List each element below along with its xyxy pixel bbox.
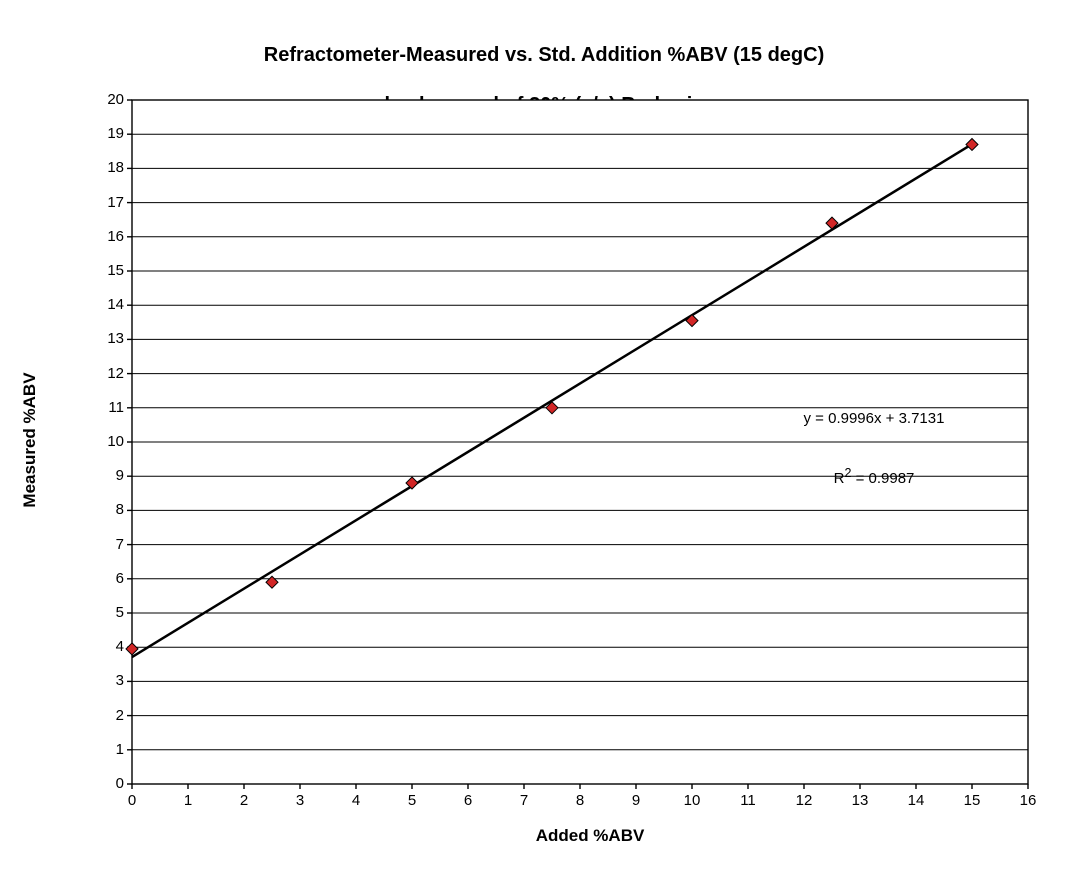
y-tick-label: 19 xyxy=(96,125,124,142)
x-tick-label: 7 xyxy=(512,792,536,809)
y-tick-label: 0 xyxy=(96,775,124,792)
y-tick-label: 15 xyxy=(96,262,124,279)
x-tick-label: 6 xyxy=(456,792,480,809)
chart-container: Refractometer-Measured vs. Std. Addition… xyxy=(0,0,1088,888)
y-tick-label: 3 xyxy=(96,672,124,689)
x-tick-label: 2 xyxy=(232,792,256,809)
y-tick-label: 4 xyxy=(96,638,124,655)
y-tick-label: 7 xyxy=(96,536,124,553)
x-tick-label: 12 xyxy=(792,792,816,809)
y-tick-label: 10 xyxy=(96,433,124,450)
x-tick-label: 11 xyxy=(736,792,760,809)
x-tick-label: 5 xyxy=(400,792,424,809)
y-tick-label: 2 xyxy=(96,707,124,724)
y-tick-label: 11 xyxy=(96,399,124,416)
y-tick-label: 12 xyxy=(96,365,124,382)
y-tick-label: 6 xyxy=(96,570,124,587)
x-tick-label: 14 xyxy=(904,792,928,809)
x-tick-label: 3 xyxy=(288,792,312,809)
x-tick-label: 13 xyxy=(848,792,872,809)
y-axis-label: Measured %ABV xyxy=(20,340,40,540)
y-tick-label: 13 xyxy=(96,330,124,347)
y-tick-label: 18 xyxy=(96,159,124,176)
y-tick-label: 20 xyxy=(96,91,124,108)
y-tick-label: 16 xyxy=(96,228,124,245)
x-tick-label: 0 xyxy=(120,792,144,809)
y-tick-label: 1 xyxy=(96,741,124,758)
x-tick-label: 8 xyxy=(568,792,592,809)
x-tick-label: 9 xyxy=(624,792,648,809)
regression-annotation: y = 0.9996x + 3.7131 R2 = 0.9987 xyxy=(774,391,974,508)
x-tick-label: 16 xyxy=(1016,792,1040,809)
x-tick-label: 1 xyxy=(176,792,200,809)
y-tick-label: 5 xyxy=(96,604,124,621)
x-axis-label: Added %ABV xyxy=(510,826,670,846)
chart-title-line1: Refractometer-Measured vs. Std. Addition… xyxy=(264,44,824,66)
x-tick-label: 10 xyxy=(680,792,704,809)
y-tick-label: 17 xyxy=(96,194,124,211)
y-tick-label: 9 xyxy=(96,467,124,484)
annotation-line2: R2 = 0.9987 xyxy=(834,470,915,487)
x-tick-label: 4 xyxy=(344,792,368,809)
y-tick-label: 8 xyxy=(96,501,124,518)
y-tick-label: 14 xyxy=(96,296,124,313)
x-tick-label: 15 xyxy=(960,792,984,809)
annotation-line1: y = 0.9996x + 3.7131 xyxy=(804,410,945,427)
